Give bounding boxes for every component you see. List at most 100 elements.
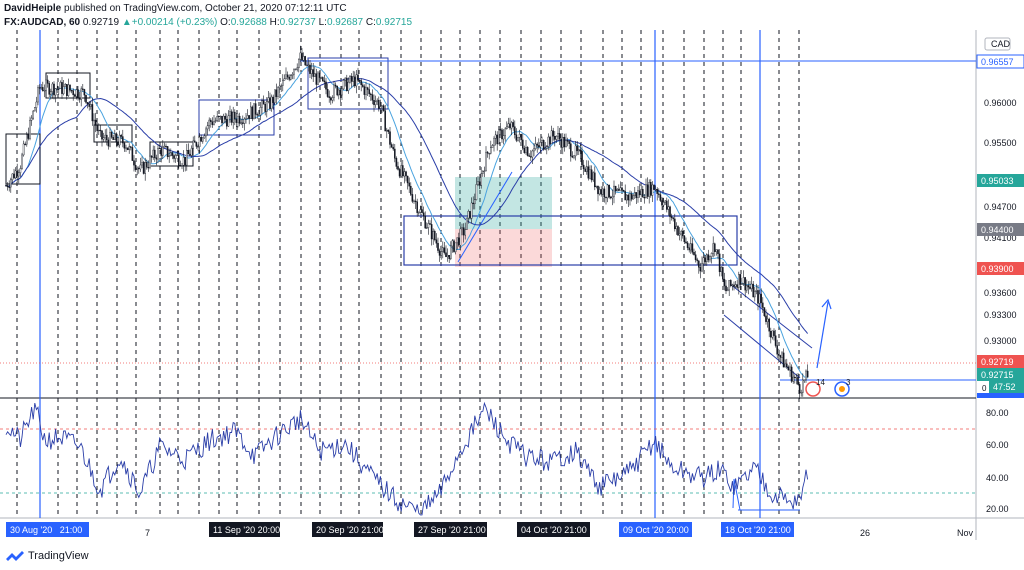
price-tick: 0.93000: [984, 336, 1017, 346]
event-count: 14: [816, 378, 825, 387]
candle-body: [272, 96, 275, 103]
candle-body: [747, 285, 750, 288]
candle-body: [107, 139, 110, 147]
candle-body: [482, 170, 484, 174]
candle-body: [366, 87, 369, 90]
price-badge: [977, 262, 1024, 275]
author-name[interactable]: DavidHeiple: [4, 3, 62, 14]
candle-body: [222, 115, 225, 124]
rsi-axis[interactable]: 80.00 60.00 40.00 20.00: [986, 408, 1009, 514]
price-badge-text: 0.96557: [981, 57, 1014, 67]
up-arrow-icon: ▲: [121, 17, 132, 28]
candle-body: [664, 200, 666, 203]
candle-body: [163, 145, 166, 148]
price-tick: 0.94100: [984, 233, 1017, 243]
candle-body: [185, 150, 188, 166]
economic-event-markers[interactable]: 14 3: [805, 378, 851, 397]
candle-body: [635, 192, 638, 198]
candle-body: [9, 179, 12, 188]
candle-body: [40, 87, 42, 89]
candle-body: [398, 169, 401, 177]
candle-body: [355, 74, 358, 87]
candle-body: [120, 134, 122, 137]
candle-body: [578, 149, 580, 152]
price-candles: [5, 45, 809, 399]
candle-body: [410, 185, 412, 195]
candle-body: [27, 134, 30, 139]
candle-body: [258, 114, 260, 116]
rsi-line: [5, 401, 809, 516]
candle-body: [550, 130, 553, 145]
candle-body: [738, 274, 740, 288]
candle-body: [488, 153, 491, 155]
candle-body: [149, 155, 151, 168]
candle-body: [634, 192, 636, 196]
candle-body: [582, 164, 585, 170]
candle-body: [121, 136, 124, 144]
candle-body: [158, 147, 161, 150]
candle-body: [558, 133, 561, 140]
candle-body: [765, 315, 767, 322]
candle-body: [406, 175, 409, 184]
candle-body: [312, 69, 315, 77]
candle-body: [606, 184, 609, 199]
candle-body: [584, 168, 586, 172]
rsi-series: [5, 401, 809, 516]
price-badge-text: 0.95033: [981, 176, 1014, 186]
time-label: 11 Sep '20 20:00: [213, 525, 280, 535]
brand-text: TradingView: [28, 550, 89, 562]
candle-body: [129, 146, 132, 148]
candle-body: [555, 135, 558, 140]
candle-body: [483, 170, 486, 172]
candle-body: [243, 118, 246, 124]
candle-body: [469, 211, 471, 219]
candle-body: [730, 280, 732, 286]
price-axis[interactable]: CAD 0.96000 0.95500 0.94700 0.94100 0.93…: [976, 37, 1024, 398]
candle-body: [373, 100, 375, 105]
candle-body: [350, 76, 353, 82]
candle-body: [470, 202, 473, 219]
candle-body: [629, 193, 631, 201]
currency-label: CAD: [991, 39, 1011, 49]
candle-body: [144, 162, 147, 174]
candle-body: [733, 284, 735, 287]
candle-body: [232, 111, 235, 123]
candle-body: [293, 68, 295, 75]
candle-body: [686, 242, 689, 248]
wedge-lower-line: [723, 314, 801, 379]
tradingview-logo[interactable]: TradingView: [6, 550, 89, 562]
candle-body: [386, 129, 388, 132]
candle-body: [176, 154, 179, 156]
candle-body: [608, 184, 610, 198]
candle-body: [317, 72, 319, 85]
candle-body: [459, 228, 462, 246]
candle-body: [662, 202, 665, 206]
candle-body: [475, 184, 478, 200]
price-badge: [977, 174, 1024, 187]
candle-body: [125, 147, 127, 149]
candle-body: [696, 259, 698, 262]
event-icon[interactable]: [805, 381, 821, 397]
candle-body: [363, 86, 366, 95]
candle-body: [539, 142, 542, 148]
time-label: 27 Sep '20 21:00: [418, 525, 486, 535]
time-label: 30 Aug '20 21:00: [10, 525, 82, 535]
candle-body: [301, 52, 303, 61]
symbol-name[interactable]: FX:AUDCAD, 60: [4, 17, 81, 28]
candle-body: [758, 293, 761, 304]
time-axis[interactable]: 30 Aug '20 21:00 11 Sep '20 20:00 20 Sep…: [6, 522, 974, 538]
low-value: 0.92687: [326, 17, 364, 28]
candle-body: [597, 185, 599, 195]
candle-body: [93, 119, 95, 122]
candle-body: [195, 142, 198, 147]
candle-body: [216, 115, 219, 121]
open-value: 0.92688: [230, 17, 267, 28]
candle-body: [736, 284, 738, 288]
candle-body: [37, 87, 39, 103]
candle-body: [30, 117, 33, 121]
candle-body: [734, 284, 737, 287]
candle-body: [198, 136, 201, 147]
arrow-head-icon: [821, 298, 832, 310]
candle-body: [430, 224, 433, 240]
